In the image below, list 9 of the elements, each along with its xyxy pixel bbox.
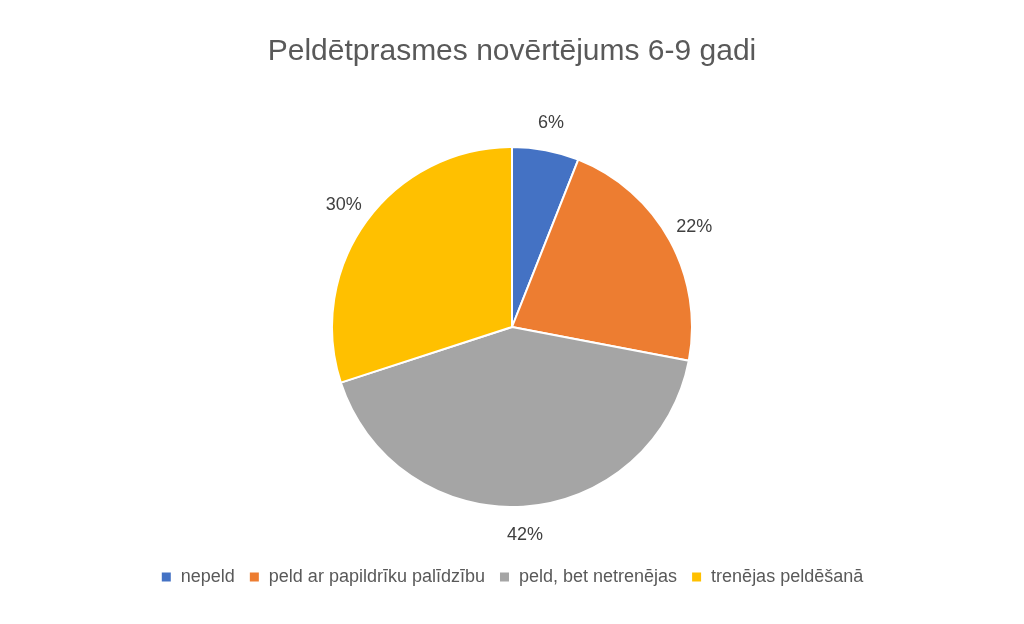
data-label: 6% [537, 111, 564, 132]
legend-label: peld, bet netrenējas [518, 565, 678, 586]
legend-label: nepeld [180, 565, 235, 586]
data-label: 22% [676, 215, 713, 236]
data-label: 30% [325, 193, 362, 214]
data-label: 42% [507, 523, 544, 544]
chart-title: Peldētprasmes novērtējums 6-9 gadi [267, 33, 757, 67]
legend-label: trenējas peldēšanā [711, 565, 865, 586]
legend-label: peld ar papildrīku palīdzību [268, 565, 485, 586]
